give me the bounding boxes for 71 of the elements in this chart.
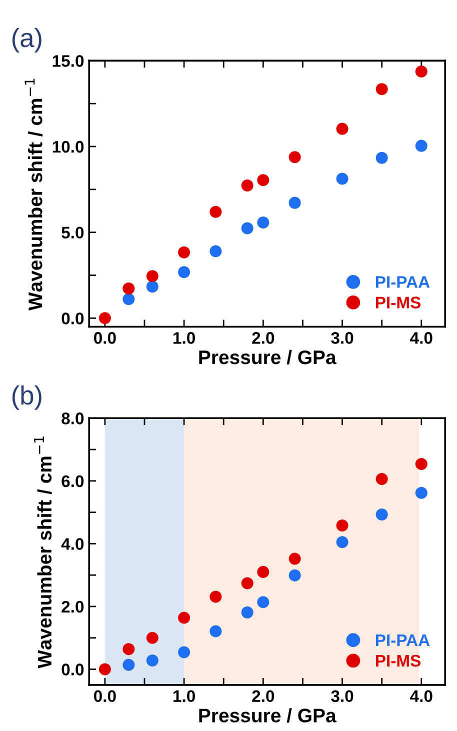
point bbox=[210, 625, 222, 638]
y-tick-label: 6.0 bbox=[62, 475, 84, 488]
point bbox=[178, 612, 190, 624]
y-axis-title: Wavenumber shift / cm$^{−1}$ bbox=[24, 78, 42, 311]
x-tick-label: 1.0 bbox=[174, 690, 195, 702]
y-tick-label: 0.0 bbox=[62, 664, 84, 676]
y-tick-label: 2.0 bbox=[62, 600, 84, 613]
point bbox=[415, 458, 428, 470]
point bbox=[336, 536, 348, 548]
point bbox=[415, 486, 428, 499]
point bbox=[241, 577, 254, 590]
point bbox=[241, 606, 254, 618]
x-axis-title: Pressure / GPa bbox=[199, 350, 336, 364]
point bbox=[257, 216, 270, 229]
x-tick-label: 4.0 bbox=[410, 690, 432, 702]
x-tick-label: 4.0 bbox=[410, 332, 432, 344]
point bbox=[336, 172, 348, 185]
point bbox=[178, 646, 190, 658]
y-tick-label: 5.0 bbox=[62, 226, 84, 239]
legend-label: PI-MS bbox=[376, 296, 421, 308]
legend-label: PI-PAA bbox=[376, 634, 430, 646]
chart-title: (a) bbox=[12, 28, 42, 52]
point bbox=[146, 632, 158, 644]
point bbox=[376, 473, 388, 486]
y-tick-label: 8.0 bbox=[62, 412, 84, 424]
point bbox=[288, 552, 301, 565]
y-axis-title: Wavenumber shift / cm$^{−1}$ bbox=[34, 436, 52, 668]
x-tick-label: 3.0 bbox=[331, 690, 354, 702]
x-tick-label: 0.0 bbox=[94, 332, 116, 344]
point bbox=[210, 590, 222, 603]
point bbox=[178, 266, 190, 278]
x-tick-label: 3.0 bbox=[331, 332, 354, 344]
y-tick-label: 15.0 bbox=[52, 55, 84, 67]
point bbox=[241, 179, 254, 192]
point bbox=[241, 222, 254, 234]
point bbox=[415, 65, 428, 78]
chart-title: (b) bbox=[12, 385, 42, 410]
point bbox=[122, 643, 135, 656]
point bbox=[376, 83, 388, 96]
x-tick-label: 2.0 bbox=[252, 332, 274, 344]
point bbox=[376, 508, 388, 521]
x-axis-title: Pressure / GPa bbox=[199, 708, 336, 723]
point bbox=[98, 663, 111, 676]
point bbox=[146, 280, 158, 293]
point bbox=[336, 122, 348, 135]
x-tick-label: 1.0 bbox=[174, 332, 195, 344]
point bbox=[336, 519, 348, 532]
legend-label: PI-MS bbox=[376, 654, 421, 667]
point bbox=[288, 196, 301, 209]
point bbox=[122, 293, 135, 306]
point bbox=[257, 566, 270, 578]
x-tick-label: 2.0 bbox=[252, 690, 274, 702]
y-tick-label: 10.0 bbox=[52, 140, 84, 153]
legend-label: PI-PAA bbox=[376, 276, 430, 288]
point bbox=[288, 569, 301, 582]
point bbox=[122, 658, 135, 671]
point bbox=[257, 174, 270, 186]
point bbox=[288, 151, 301, 164]
y-tick-label: 4.0 bbox=[61, 538, 84, 550]
point bbox=[98, 312, 111, 324]
point bbox=[210, 206, 222, 218]
point bbox=[257, 596, 270, 608]
point bbox=[146, 270, 158, 282]
point bbox=[210, 245, 222, 258]
x-tick-label: 0.0 bbox=[94, 690, 116, 702]
point bbox=[415, 140, 428, 152]
point bbox=[376, 152, 388, 164]
point bbox=[146, 654, 158, 666]
point bbox=[178, 246, 190, 258]
point bbox=[122, 282, 135, 294]
y-tick-label: 0.0 bbox=[62, 312, 84, 324]
